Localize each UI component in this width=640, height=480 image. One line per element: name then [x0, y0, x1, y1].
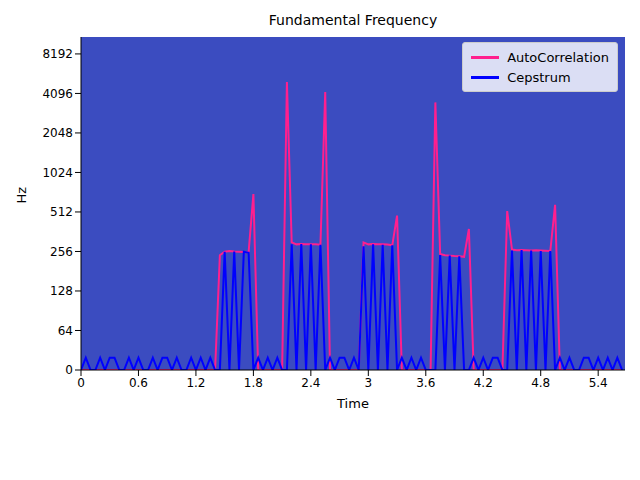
svg-text:0: 0 [77, 376, 85, 390]
svg-text:4.2: 4.2 [474, 376, 493, 390]
html-text:Cepstrum: Cepstrum [507, 69, 571, 85]
svg-text:512: 512 [50, 205, 73, 219]
svg-text:3.6: 3.6 [416, 376, 435, 390]
svg-text:2.4: 2.4 [301, 376, 320, 390]
svg-text:128: 128 [50, 284, 73, 298]
svg-text:0: 0 [65, 363, 73, 377]
svg-text:5.4: 5.4 [589, 376, 608, 390]
svg-text:Hz: Hz [14, 187, 29, 204]
svg-text:256: 256 [50, 245, 73, 259]
html-text:Fundamental Frequency: Fundamental Frequency [268, 12, 438, 28]
svg-text:1.2: 1.2 [186, 376, 205, 390]
svg-text:1024: 1024 [42, 166, 73, 180]
svg-text:2048: 2048 [42, 126, 73, 140]
svg-text:0.6: 0.6 [129, 376, 148, 390]
svg-text:4096: 4096 [42, 87, 73, 101]
svg-text:64: 64 [58, 324, 73, 338]
svg-text:Time: Time [336, 396, 369, 411]
svg-text:1.8: 1.8 [244, 376, 263, 390]
svg-text:8192: 8192 [42, 47, 73, 61]
svg-text:4.8: 4.8 [531, 376, 550, 390]
svg-text:3: 3 [365, 376, 373, 390]
html-text:AutoCorrelation: AutoCorrelation [507, 49, 609, 65]
